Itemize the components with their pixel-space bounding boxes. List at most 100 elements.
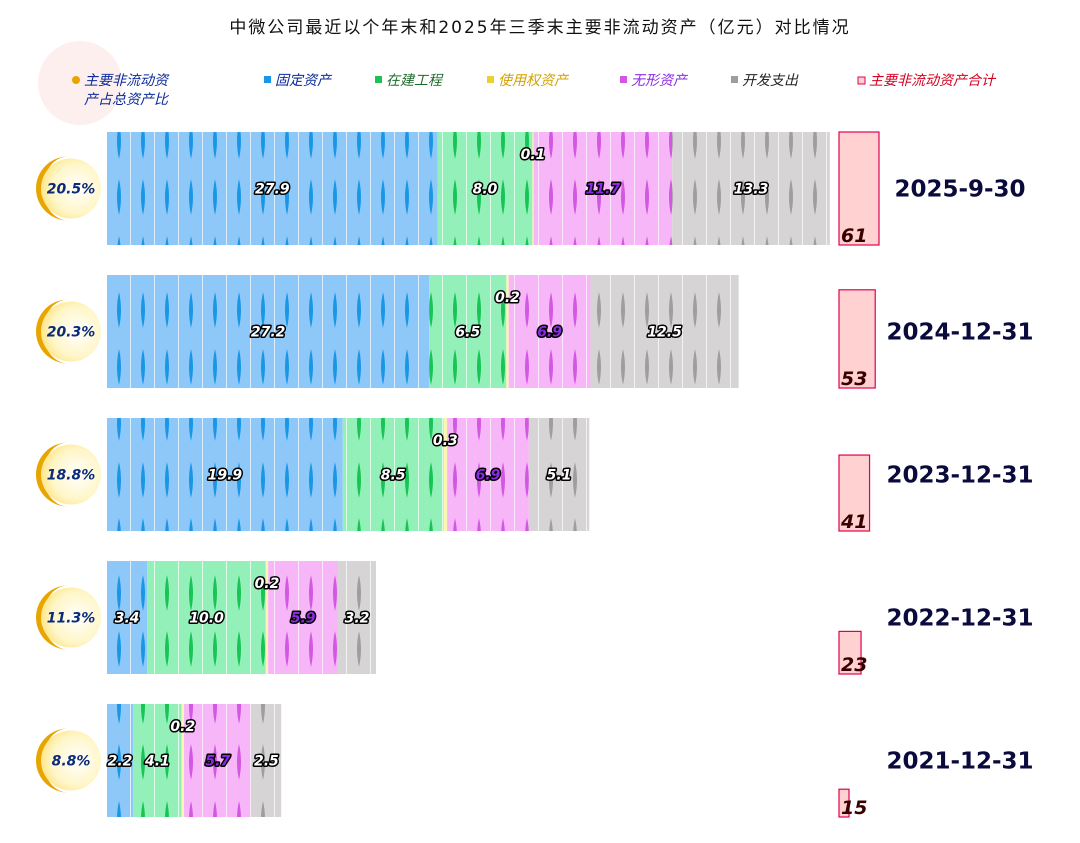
bar-segment-3 xyxy=(268,561,339,674)
ratio-crescent xyxy=(36,728,68,793)
segment-label-4: 12.5 xyxy=(647,325,682,341)
ratio-circle xyxy=(41,444,101,505)
legend-label: 固定资产 xyxy=(275,73,333,89)
segment-label-2: 0.1 xyxy=(521,147,546,163)
ratio-circle xyxy=(41,730,101,791)
bar-segment-1 xyxy=(429,275,507,388)
legend-item-4: 开发支出 xyxy=(731,73,799,89)
ratio-crescent xyxy=(36,299,68,364)
bar-segment-0 xyxy=(107,418,343,531)
ratio-crescent xyxy=(36,442,68,507)
segment-label-3: 5.9 xyxy=(291,611,316,627)
bar-segment-3 xyxy=(508,275,591,388)
legend-label: 主要非流动资产合计 xyxy=(869,73,997,89)
segment-label-3: 6.9 xyxy=(537,325,562,341)
legend-label: 开发支出 xyxy=(742,73,799,89)
total-label: 41 xyxy=(840,511,867,533)
segment-label-0: 3.4 xyxy=(115,611,140,627)
bar-segment-4 xyxy=(672,132,830,245)
segment-label-2: 0.3 xyxy=(433,433,458,449)
segment-label-4: 3.2 xyxy=(345,611,370,627)
total-bar xyxy=(838,454,871,532)
ratio-crescent xyxy=(36,585,68,650)
bar-segment-1 xyxy=(342,418,444,531)
ratio-label: 20.3% xyxy=(47,325,96,341)
segment-label-4: 5.1 xyxy=(547,468,572,484)
segment-label-3: 11.7 xyxy=(586,182,621,198)
segment-label-1: 6.5 xyxy=(455,325,480,341)
total-label: 61 xyxy=(841,225,867,247)
legend-ratio-label: 主要非流动资产占总资产比 xyxy=(84,73,170,108)
legend-swatch xyxy=(264,76,271,83)
legend-item-0: 固定资产 xyxy=(264,73,333,89)
legend-label: 无形资产 xyxy=(631,73,689,89)
segment-label-3: 5.7 xyxy=(205,754,230,770)
bar-segment-1 xyxy=(133,704,182,817)
legend-swatch xyxy=(620,76,627,83)
bar-segment-2 xyxy=(443,418,448,531)
bars-group: 20.5% 27.9 8.0 0.1 11.7 13.3 20.3% 27.2 6.5 0.2 6.… xyxy=(36,132,830,817)
total-bar xyxy=(838,289,876,389)
segment-label-2: 0.2 xyxy=(255,576,280,592)
bar-segment-4 xyxy=(338,561,376,674)
bar-segment-3 xyxy=(533,132,673,245)
ratio-circle xyxy=(41,587,101,648)
legend-label: 在建工程 xyxy=(386,73,444,89)
segment-label-2: 0.2 xyxy=(495,290,520,306)
ratio-label: 8.8% xyxy=(52,754,91,770)
row-2024-12-31: 20.3% 27.2 6.5 0.2 6.9 12.5 xyxy=(36,275,739,388)
segment-label-1: 4.1 xyxy=(144,754,170,770)
row-2021-12-31: 8.8% 2.2 4.1 0.2 5.7 2.5 xyxy=(36,704,282,817)
bar-segment-2 xyxy=(506,275,509,388)
legend-ratio-marker xyxy=(72,76,80,84)
total-bar xyxy=(838,131,880,246)
bar-segment-0 xyxy=(107,132,438,245)
bar-segment-0 xyxy=(107,704,134,817)
category-label: 2021-12-31 xyxy=(886,749,1033,775)
segment-label-0: 19.9 xyxy=(208,468,243,484)
segment-label-1: 8.0 xyxy=(473,182,498,198)
category-label: 2025-9-30 xyxy=(894,177,1025,203)
ratio-label: 18.8% xyxy=(47,468,96,484)
legend-swatch xyxy=(375,76,382,83)
segment-label-4: 13.3 xyxy=(734,182,769,198)
ratio-circle xyxy=(41,301,101,362)
ratio-label: 20.5% xyxy=(47,182,96,198)
chart-title: 中微公司最近以个年末和2025年三季末主要非流动资产（亿元）对比情况 xyxy=(229,18,850,38)
total-label: 15 xyxy=(841,797,867,819)
total-label: 23 xyxy=(841,654,867,676)
bar-segment-2 xyxy=(265,561,269,674)
bar-segment-4 xyxy=(251,704,282,817)
category-label: 2022-12-31 xyxy=(886,606,1033,632)
legend-swatch xyxy=(731,76,738,83)
bar-segment-0 xyxy=(107,561,148,674)
legend: 主要非流动资产占总资产比 固定资产 在建工程 使用权资产 无形资产 开发支出 主要非流动资产… xyxy=(38,41,997,125)
total-bar xyxy=(838,630,862,675)
bar-segment-4 xyxy=(528,418,590,531)
legend-item-totals: 主要非流动资产合计 xyxy=(857,73,997,89)
category-label: 2023-12-31 xyxy=(886,463,1033,489)
bar-segment-3 xyxy=(184,704,252,817)
segment-label-4: 2.5 xyxy=(254,754,279,770)
bar-segment-3 xyxy=(447,418,529,531)
legend-item-2: 使用权资产 xyxy=(487,73,570,89)
segment-label-0: 27.2 xyxy=(251,325,286,341)
ratio-circle xyxy=(41,158,101,219)
legend-item-1: 在建工程 xyxy=(375,73,444,89)
bar-segment-2 xyxy=(181,704,185,817)
totals-group: 61 2025-9-30 53 2024-12-31 41 2023-12-31 23 202… xyxy=(838,131,1034,819)
bar-segment-0 xyxy=(107,275,430,388)
total-label: 53 xyxy=(841,368,867,390)
bar-segment-1 xyxy=(147,561,266,674)
legend-item-3: 无形资产 xyxy=(620,73,689,89)
row-2025-9-30: 20.5% 27.9 8.0 0.1 11.7 13.3 xyxy=(36,132,830,245)
ratio-label: 11.3% xyxy=(47,611,96,627)
category-label: 2024-12-31 xyxy=(886,320,1033,346)
segment-label-0: 2.2 xyxy=(108,754,133,770)
legend-swatch xyxy=(857,76,866,85)
bar-segment-2 xyxy=(532,132,534,245)
segment-label-1: 8.5 xyxy=(381,468,406,484)
legend-label: 使用权资产 xyxy=(498,73,570,89)
segment-label-2: 0.2 xyxy=(170,719,195,735)
